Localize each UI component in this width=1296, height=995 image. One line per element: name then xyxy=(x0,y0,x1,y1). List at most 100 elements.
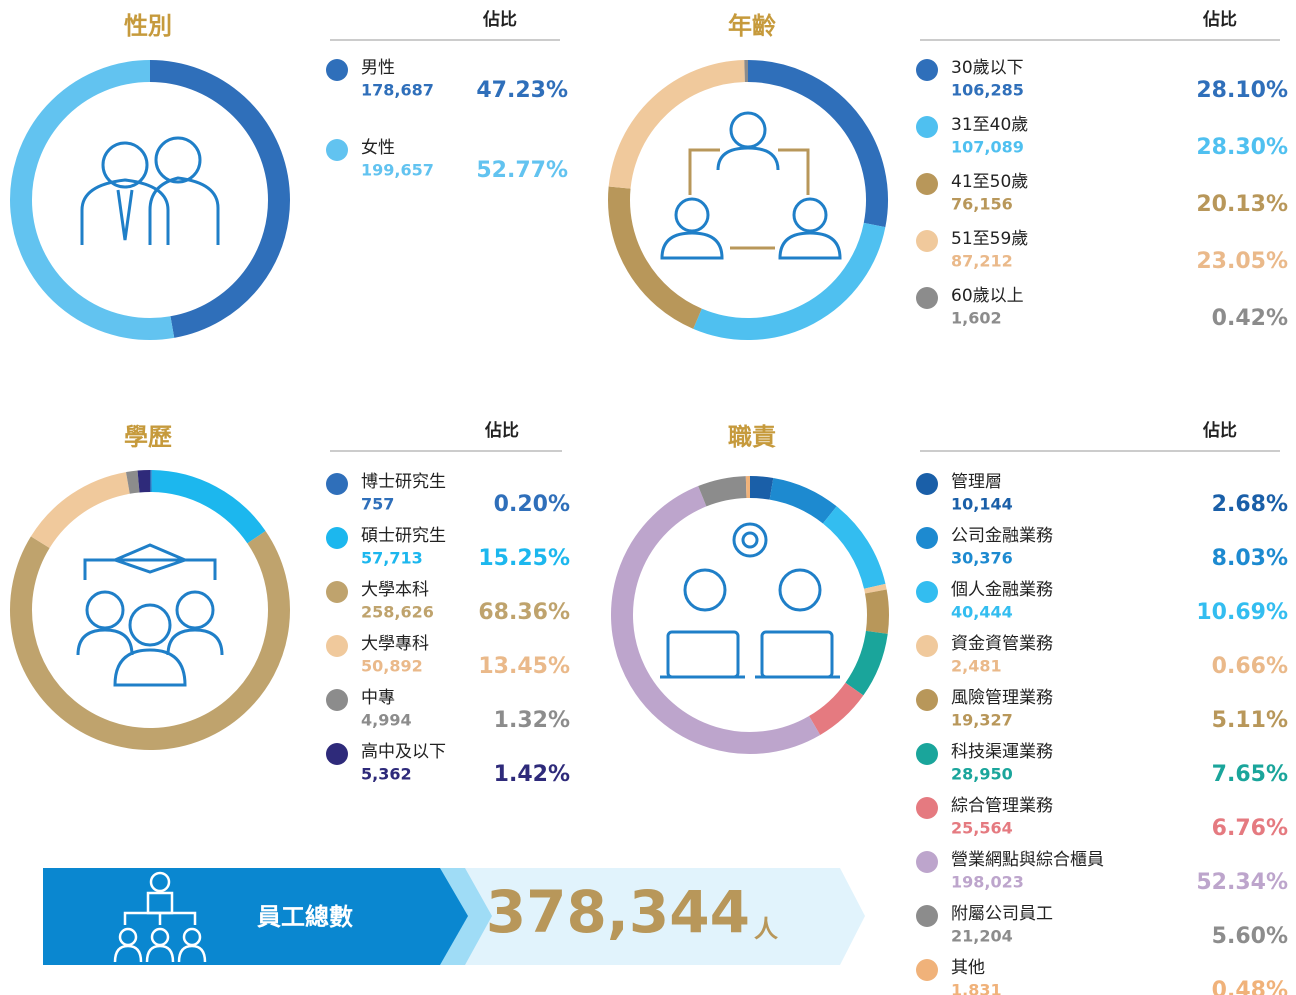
legend-label: 營業網點與綜合櫃員 xyxy=(951,850,1104,870)
total-banner xyxy=(43,868,468,965)
legend-swatch xyxy=(916,905,938,927)
donut-segment xyxy=(30,472,131,549)
legend-label: 30歲以下 xyxy=(951,58,1024,78)
donut-segment xyxy=(769,477,837,524)
donut-segment xyxy=(698,476,747,507)
legend-label: 風險管理業務 xyxy=(951,688,1053,708)
legend-label: 綜合管理業務 xyxy=(951,796,1053,816)
share-value: 5.60% xyxy=(1212,924,1288,949)
share-value: 0.48% xyxy=(1212,978,1288,995)
legend-swatch xyxy=(916,527,938,549)
count-label: 258,626 xyxy=(361,603,434,622)
legend-label: 其他 xyxy=(951,958,985,978)
legend-label: 大學專科 xyxy=(361,634,429,654)
legend-label: 公司金融業務 xyxy=(951,526,1053,546)
count-label: 76,156 xyxy=(951,195,1013,214)
legend-swatch xyxy=(916,689,938,711)
donut-segment xyxy=(747,60,888,228)
legend-swatch xyxy=(916,635,938,657)
donut-segment xyxy=(808,682,864,735)
count-label: 50,892 xyxy=(361,657,423,676)
legend-label: 科技渠運業務 xyxy=(951,742,1053,762)
count-label: 40,444 xyxy=(951,603,1013,622)
legend-label: 41至50歲 xyxy=(951,172,1028,192)
share-value: 15.25% xyxy=(478,546,570,571)
legend-label: 博士研究生 xyxy=(361,472,446,492)
donut-segment xyxy=(608,186,703,329)
legend-label: 31至40歲 xyxy=(951,115,1028,135)
share-value: 13.45% xyxy=(478,654,570,679)
chart-title: 學歷 xyxy=(124,423,172,451)
share-value: 68.36% xyxy=(478,600,570,625)
donut-segment xyxy=(822,506,886,590)
legend-swatch xyxy=(326,581,348,603)
share-value: 5.11% xyxy=(1212,708,1288,733)
share-value: 2.68% xyxy=(1212,492,1288,517)
count-label: 10,144 xyxy=(951,495,1013,514)
legend-swatch xyxy=(326,473,348,495)
legend-swatch xyxy=(326,59,348,81)
count-label: 21,204 xyxy=(951,927,1013,946)
legend-label: 附屬公司員工 xyxy=(951,904,1053,924)
count-label: 178,687 xyxy=(361,81,434,100)
gender-icon xyxy=(80,136,220,245)
legend-swatch xyxy=(326,635,348,657)
count-label: 198,023 xyxy=(951,873,1024,892)
legend-label: 碩士研究生 xyxy=(361,526,446,546)
total-icon xyxy=(113,871,207,963)
donut-segment xyxy=(608,60,746,189)
total-value: 378,344 xyxy=(486,878,750,946)
legend-swatch xyxy=(916,743,938,765)
education-icon xyxy=(76,543,224,687)
share-header: 佔比 xyxy=(482,9,517,30)
legend-swatch xyxy=(916,230,938,252)
share-value: 0.66% xyxy=(1212,654,1288,679)
count-label: 4,994 xyxy=(361,711,412,730)
share-value: 0.42% xyxy=(1212,306,1288,331)
count-label: 30,376 xyxy=(951,549,1013,568)
legend-swatch xyxy=(916,959,938,981)
donut-segment xyxy=(10,60,175,340)
legend-swatch xyxy=(326,743,348,765)
share-value: 7.65% xyxy=(1212,762,1288,787)
legend-swatch xyxy=(916,851,938,873)
legend-swatch xyxy=(326,527,348,549)
legend-swatch xyxy=(916,59,938,81)
share-header: 佔比 xyxy=(1202,420,1237,441)
share-value: 1.42% xyxy=(494,762,570,787)
share-value: 10.69% xyxy=(1196,600,1288,625)
count-label: 107,089 xyxy=(951,138,1024,157)
count-label: 19,327 xyxy=(951,711,1013,730)
share-value: 6.76% xyxy=(1212,816,1288,841)
legend-swatch xyxy=(326,689,348,711)
chart-title: 職責 xyxy=(728,423,776,451)
total-label: 員工總數 xyxy=(256,903,353,931)
role-icon xyxy=(660,522,840,679)
legend-swatch xyxy=(916,173,938,195)
legend-label: 女性 xyxy=(361,138,395,158)
legend-label: 個人金融業務 xyxy=(951,580,1053,600)
chart-title: 性別 xyxy=(124,12,172,40)
count-label: 757 xyxy=(361,495,394,514)
share-header: 佔比 xyxy=(484,420,519,441)
count-label: 199,657 xyxy=(361,161,434,180)
legend-label: 60歲以上 xyxy=(951,286,1024,306)
legend-swatch xyxy=(916,473,938,495)
share-value: 52.34% xyxy=(1196,870,1288,895)
legend-swatch xyxy=(916,581,938,603)
count-label: 1,602 xyxy=(951,309,1002,328)
count-label: 57,713 xyxy=(361,549,423,568)
legend-swatch xyxy=(326,139,348,161)
count-label: 87,212 xyxy=(951,252,1013,271)
share-value: 20.13% xyxy=(1196,192,1288,217)
legend-label: 大學本科 xyxy=(361,580,429,600)
legend-label: 管理層 xyxy=(951,472,1002,492)
share-header: 佔比 xyxy=(1202,9,1237,30)
donut-segment xyxy=(149,60,290,338)
age-icon xyxy=(660,111,842,260)
share-value: 1.32% xyxy=(494,708,570,733)
legend-swatch xyxy=(916,797,938,819)
share-value: 8.03% xyxy=(1212,546,1288,571)
share-value: 23.05% xyxy=(1196,249,1288,274)
